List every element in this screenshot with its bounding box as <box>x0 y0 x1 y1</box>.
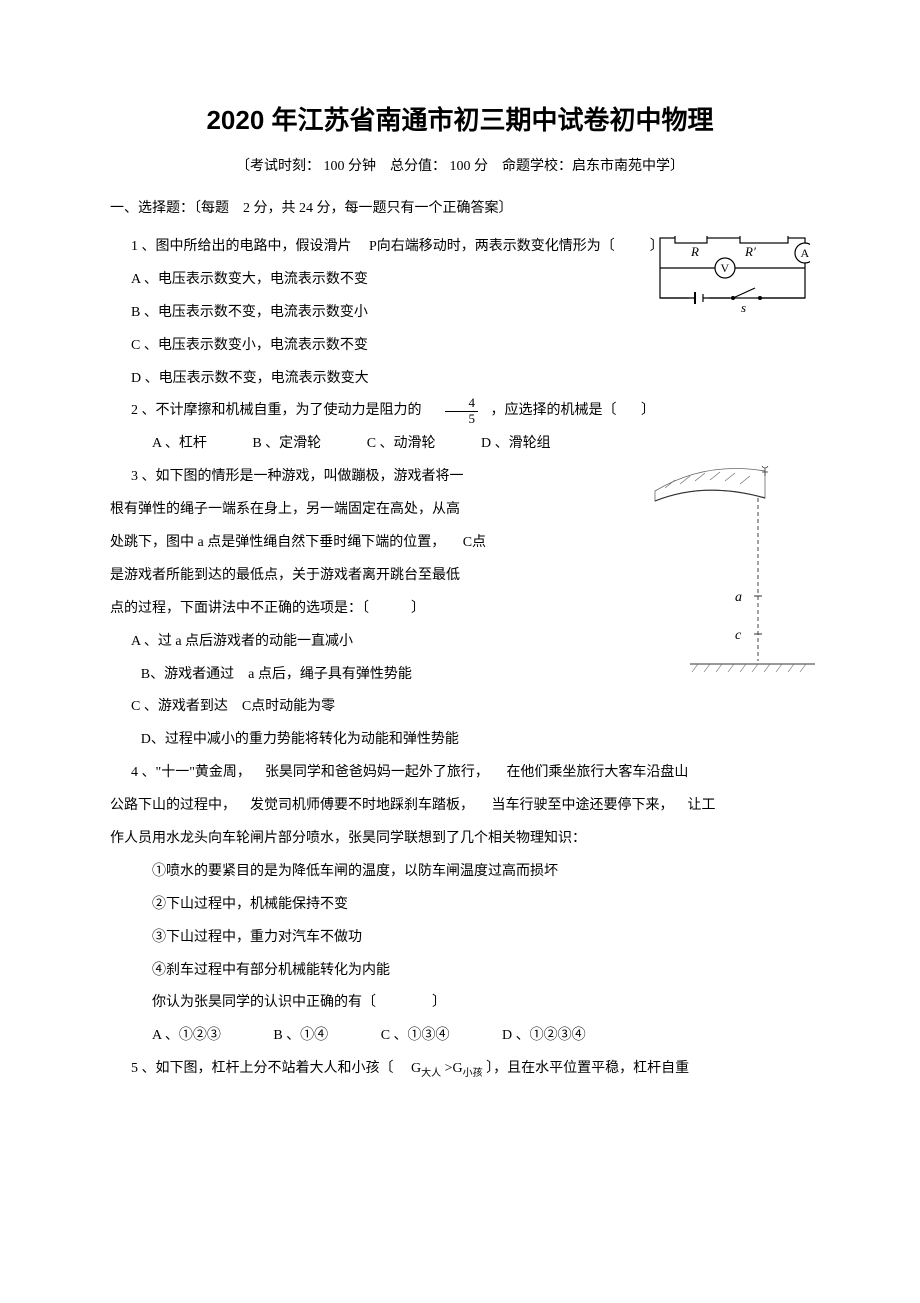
q5-sub1: 大人 <box>421 1068 441 1079</box>
switch-label: s <box>741 300 746 315</box>
voltmeter-label: V <box>721 261 730 275</box>
q2-choice-B: B 、定滑轮 <box>231 428 321 461</box>
ammeter-label: A <box>801 246 810 260</box>
q5-l1c: 〕，且在水平位置平稳，杠杆自重 <box>486 1061 689 1076</box>
q4-l2a: 公路下山的过程中， <box>110 798 236 813</box>
q4-choice-D: D 、①②③④ <box>481 1020 586 1053</box>
q3-choice-C: C 、游戏者到达 C点时动能为零 <box>110 691 810 724</box>
question-4: 4 、"十一"黄金周， 张昊同学和爸爸妈妈一起外了旅行， 在他们乘坐旅行大客车沿… <box>110 757 810 1053</box>
q1-choice-D: D 、电压表示数不变，电流表示数变大 <box>110 363 810 396</box>
q4-item-2: ②下山过程中，机械能保持不变 <box>110 889 810 922</box>
fraction-icon: 4 5 <box>445 396 479 426</box>
q5-G1: G <box>411 1061 421 1076</box>
q4-l1c: 在他们乘坐旅行大客车沿盘山 <box>506 765 688 780</box>
frac-num: 4 <box>445 396 479 410</box>
circuit-figure: R R′ V A <box>655 236 810 326</box>
page-title: 2020 年江苏省南通市初三期中试卷初中物理 <box>110 100 810 137</box>
q2-stem-a: 2 、不计摩擦和机械自重，为了使动力是阻力的 <box>131 403 422 418</box>
q4-item-1: ①喷水的要紧目的是为降低车闸的温度，以防车闸温度过高而损坏 <box>110 856 810 889</box>
q3-choice-D: D、过程中减小的重力势能将转化为动能和弹性势能 <box>110 724 810 757</box>
q4-l1a: 4 、"十一"黄金周， <box>131 765 251 780</box>
q5-l1a: 5 、如下图，杠杆上分不站着大人和小孩〔 <box>131 1061 394 1076</box>
label-Rprime: R′ <box>744 244 756 259</box>
question-5: 5 、如下图，杠杆上分不站着大人和小孩〔 G大人 >G小孩 〕，且在水平位置平稳… <box>110 1053 810 1086</box>
q4-l3: 作人员用水龙头向车轮闸片部分喷水，张昊同学联想到了几个相关物理知识： <box>110 823 810 856</box>
q4-choice-C: C 、①③④ <box>360 1020 450 1053</box>
exam-info: 〔考试时刻： 100 分钟 总分值： 100 分 命题学校：启东市南苑中学〕 <box>110 155 810 175</box>
q4-l1b: 张昊同学和爸爸妈妈一起外了旅行， <box>265 765 489 780</box>
q3-l3a: 处跳下，图中 a 点是弹性绳自然下垂时绳下端的位置， <box>110 535 445 550</box>
question-2: 2 、不计摩擦和机械自重，为了使动力是阻力的 4 5 ，应选择的机械是〔 〕 A… <box>110 395 810 461</box>
q4-l2d: 让工 <box>688 798 716 813</box>
q2-choice-A: A 、杠杆 <box>131 428 207 461</box>
q2-stem-b: ，应选择的机械是〔 <box>491 403 617 418</box>
circuit-svg: R R′ V A <box>655 236 810 326</box>
question-3: a c 3 、如下图的情形是一种游戏，叫做 <box>110 461 810 757</box>
label-R: R <box>690 244 699 259</box>
bungee-figure: a c <box>650 466 820 666</box>
frac-den: 5 <box>445 411 479 426</box>
question-1: R R′ V A <box>110 231 810 395</box>
q4-item-3: ③下山过程中，重力对汽车不做功 <box>110 922 810 955</box>
q2-stem-c: 〕 <box>641 403 655 418</box>
q5-sub2: 小孩 <box>463 1068 483 1079</box>
q4-choice-A: A 、①②③ <box>131 1020 221 1053</box>
q4-l2b: 发觉司机师傅要不时地踩刹车踏板， <box>250 798 474 813</box>
q4-item-4: ④刹车过程中有部分机械能转化为内能 <box>110 955 810 988</box>
q1-choice-C: C 、电压表示数变小，电流表示数不变 <box>110 330 810 363</box>
label-c: c <box>735 628 742 643</box>
q1-stem-b: P向右端移动时，两表示数变化情形为〔 <box>369 239 615 254</box>
q5-gt: >G <box>445 1061 463 1076</box>
label-a: a <box>735 590 742 605</box>
q4-ask: 你认为张昊同学的认识中正确的有〔 〕 <box>110 987 810 1020</box>
bungee-svg: a c <box>650 466 820 686</box>
q4-l2c: 当车行驶至中途还要停下来， <box>492 798 674 813</box>
q2-choice-C: C 、动滑轮 <box>346 428 436 461</box>
q3-l3b: C点 <box>463 535 486 550</box>
q1-stem-a: 1 、图中所给出的电路中，假设滑片 <box>131 239 352 254</box>
section-1-header: 一、选择题：〔每题 2 分，共 24 分，每一题只有一个正确答案〕 <box>110 197 810 217</box>
q2-choice-D: D 、滑轮组 <box>460 428 551 461</box>
q4-choice-B: B 、①④ <box>252 1020 328 1053</box>
